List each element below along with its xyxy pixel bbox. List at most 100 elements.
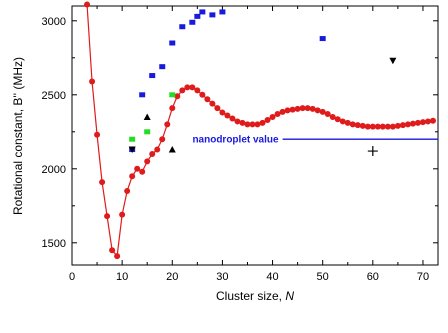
data-point bbox=[194, 13, 201, 19]
data-point bbox=[139, 92, 146, 98]
data-point bbox=[334, 116, 341, 123]
data-point bbox=[294, 105, 301, 112]
data-point bbox=[149, 73, 156, 79]
data-series bbox=[128, 57, 397, 154]
data-point bbox=[374, 123, 381, 130]
data-point bbox=[367, 146, 378, 157]
annotation-layer: nanodroplet value bbox=[192, 135, 438, 146]
data-point bbox=[409, 120, 416, 127]
data-point bbox=[174, 93, 181, 100]
data-point bbox=[269, 114, 276, 120]
data-point bbox=[259, 119, 266, 126]
data-point bbox=[144, 129, 151, 135]
data-point bbox=[144, 158, 151, 165]
data-point bbox=[219, 109, 226, 116]
x-axis-title-symbol: N bbox=[285, 289, 294, 303]
data-point bbox=[319, 36, 326, 42]
data-point bbox=[414, 119, 421, 126]
data-point bbox=[319, 108, 326, 115]
data-point bbox=[119, 211, 126, 218]
data-point bbox=[219, 9, 226, 15]
x-tick-label: 20 bbox=[166, 271, 178, 283]
data-point bbox=[379, 123, 386, 130]
data-point bbox=[129, 136, 136, 142]
data-point bbox=[224, 112, 231, 119]
y-tick-label: 3000 bbox=[42, 16, 66, 28]
data-point bbox=[189, 19, 196, 25]
x-axis-title-text: Cluster size, bbox=[216, 289, 285, 303]
data-point bbox=[124, 188, 131, 194]
data-point bbox=[354, 122, 361, 129]
data-point bbox=[244, 121, 251, 128]
plot-frame bbox=[71, 5, 439, 266]
data-point bbox=[199, 9, 206, 15]
data-series bbox=[367, 146, 378, 157]
data-point bbox=[384, 123, 391, 130]
data-point bbox=[134, 165, 141, 172]
data-series bbox=[143, 113, 176, 153]
data-point bbox=[339, 118, 346, 125]
x-tick-label: 50 bbox=[317, 271, 329, 283]
data-series bbox=[129, 92, 176, 142]
y-axis-ticks: 1500 2000 2500 3000 bbox=[42, 16, 438, 250]
data-point bbox=[324, 111, 331, 118]
data-point bbox=[234, 118, 241, 125]
data-point bbox=[143, 113, 151, 120]
data-point bbox=[159, 64, 166, 70]
data-series bbox=[129, 9, 326, 153]
data-point bbox=[109, 247, 116, 254]
data-point bbox=[104, 213, 111, 220]
data-point bbox=[249, 121, 256, 128]
data-point bbox=[179, 24, 186, 30]
series-layer bbox=[84, 1, 436, 260]
data-point bbox=[169, 40, 176, 46]
data-point bbox=[239, 119, 246, 126]
data-point bbox=[389, 57, 397, 65]
data-point bbox=[289, 106, 296, 113]
data-point bbox=[274, 111, 281, 118]
data-point bbox=[99, 179, 106, 186]
data-point bbox=[309, 105, 316, 112]
data-point bbox=[169, 92, 176, 98]
y-tick-label: 2000 bbox=[42, 164, 66, 176]
data-point bbox=[389, 123, 396, 130]
data-point bbox=[189, 84, 196, 91]
data-point bbox=[299, 105, 306, 112]
data-point bbox=[169, 105, 176, 112]
data-series bbox=[84, 1, 436, 260]
x-tick-label: 10 bbox=[116, 271, 128, 283]
data-point bbox=[364, 123, 371, 130]
data-point bbox=[184, 84, 191, 91]
data-point bbox=[279, 108, 286, 115]
data-point bbox=[194, 87, 201, 94]
data-point bbox=[304, 105, 311, 112]
data-point bbox=[399, 122, 406, 129]
data-point bbox=[164, 121, 171, 128]
data-point bbox=[329, 114, 336, 120]
data-point bbox=[264, 116, 271, 123]
x-axis-ticks: 0 10 20 30 40 50 60 70 bbox=[69, 6, 429, 283]
data-point bbox=[84, 1, 91, 8]
data-point bbox=[94, 131, 101, 138]
y-tick-label: 1500 bbox=[42, 238, 66, 250]
data-point bbox=[179, 87, 186, 94]
x-tick-label: 0 bbox=[69, 271, 75, 283]
data-point bbox=[419, 119, 426, 126]
x-tick-label: 70 bbox=[417, 271, 429, 283]
data-point bbox=[204, 96, 211, 103]
data-point bbox=[209, 12, 216, 18]
x-tick-label: 40 bbox=[266, 271, 278, 283]
x-tick-label: 60 bbox=[367, 271, 379, 283]
nanodroplet-label: nanodroplet value bbox=[192, 135, 279, 146]
data-point bbox=[149, 151, 156, 157]
series-line bbox=[86, 4, 434, 258]
data-point bbox=[429, 117, 436, 124]
data-point bbox=[394, 122, 401, 129]
data-point bbox=[139, 168, 146, 175]
data-point bbox=[209, 100, 216, 107]
data-point bbox=[229, 115, 236, 122]
data-point bbox=[359, 122, 366, 129]
data-point bbox=[404, 121, 411, 128]
data-point bbox=[349, 121, 356, 128]
data-point bbox=[214, 105, 221, 112]
